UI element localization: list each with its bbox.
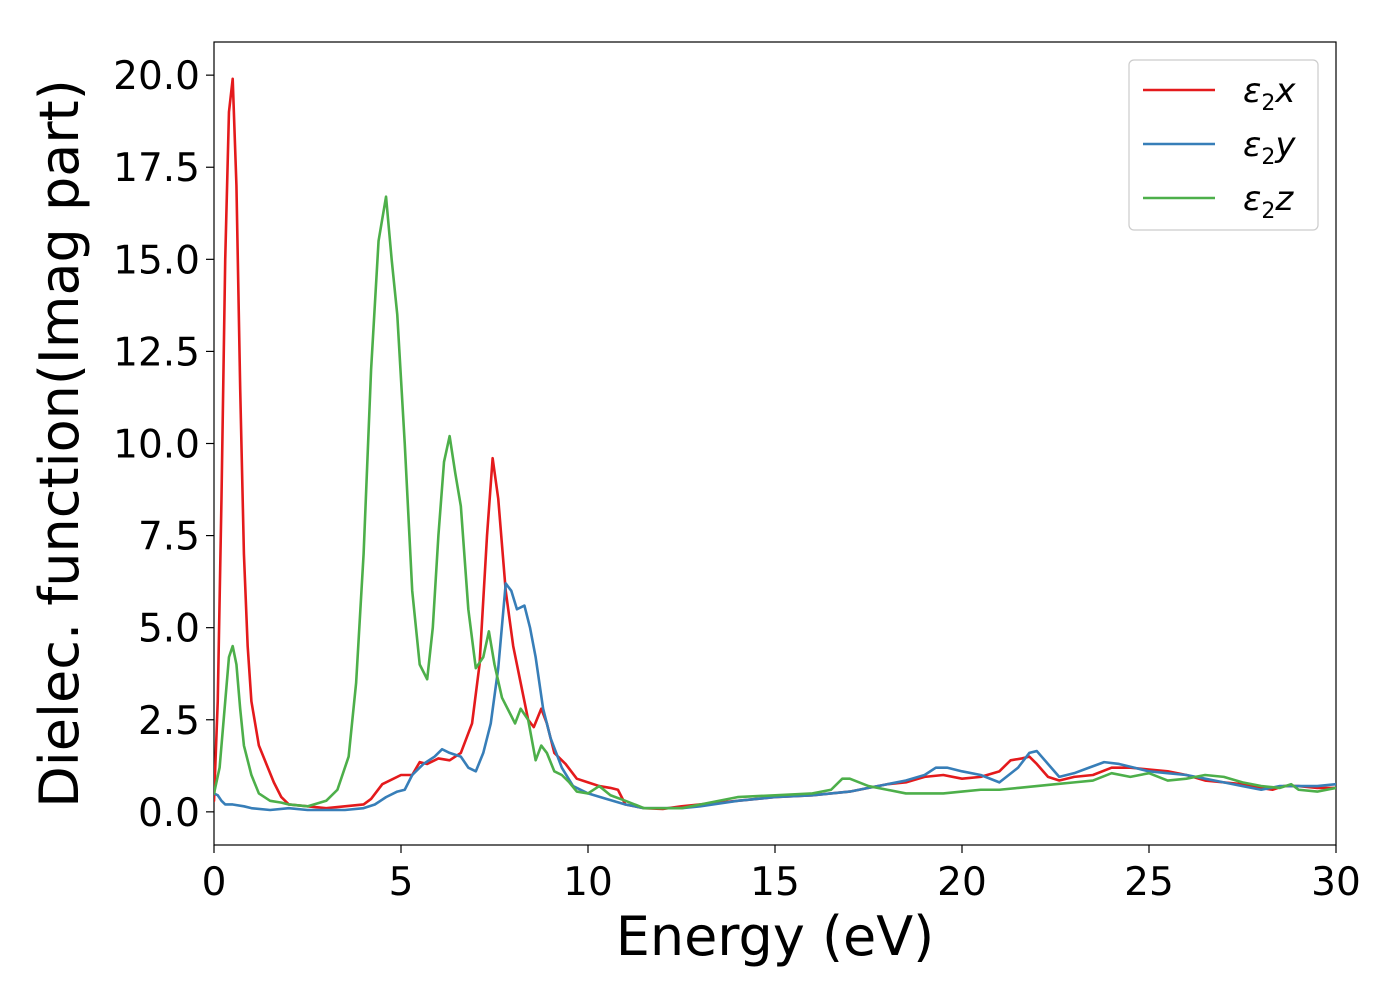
y-tick-label: 17.5 <box>113 146 200 191</box>
x-tick-label: 10 <box>563 860 613 905</box>
x-tick-label: 15 <box>750 860 800 905</box>
series-line-1 <box>214 77 1336 811</box>
y-tick-label: 10.0 <box>113 423 200 468</box>
x-axis-ticks: 0 5 10 15 20 25 30 <box>202 845 1361 905</box>
y-tick-label: 7.5 <box>138 515 200 560</box>
x-tick-label: 30 <box>1311 860 1361 905</box>
y-tick-label: 2.5 <box>138 699 200 744</box>
series-line-2 <box>214 582 1336 812</box>
legend: ε2x ε2y ε2z <box>1128 59 1319 231</box>
y-axis-ticks: 0.0 2.5 5.0 7.5 10.0 12.5 15.0 17.5 20.0 <box>113 54 214 836</box>
legend-box <box>1128 59 1319 231</box>
y-tick-label: 20.0 <box>113 54 200 99</box>
y-tick-label: 12.5 <box>113 330 200 375</box>
series-line-3 <box>214 195 1336 810</box>
y-tick-label: 5.0 <box>138 607 200 652</box>
y-axis-label: Dielec. function(Imag part) <box>28 79 91 808</box>
x-tick-label: 0 <box>202 860 227 905</box>
x-tick-label: 20 <box>937 860 987 905</box>
x-axis-label: Energy (eV) <box>616 905 935 968</box>
y-tick-label: 0.0 <box>138 791 200 836</box>
series-layer <box>214 77 1336 812</box>
legend-label-2: ε2y <box>1243 125 1296 170</box>
legend-label-1: ε2x <box>1243 71 1296 116</box>
y-tick-label: 15.0 <box>113 238 200 283</box>
x-tick-label: 25 <box>1124 860 1174 905</box>
x-tick-label: 5 <box>389 860 414 905</box>
legend-label-3: ε2z <box>1243 179 1294 224</box>
plot-area: 0 5 10 15 20 25 30 0.0 2.5 5.0 7.5 10.0 12.5 15.0 17.… <box>113 41 1361 905</box>
legend-entries: ε2x ε2y ε2z <box>1143 71 1296 224</box>
